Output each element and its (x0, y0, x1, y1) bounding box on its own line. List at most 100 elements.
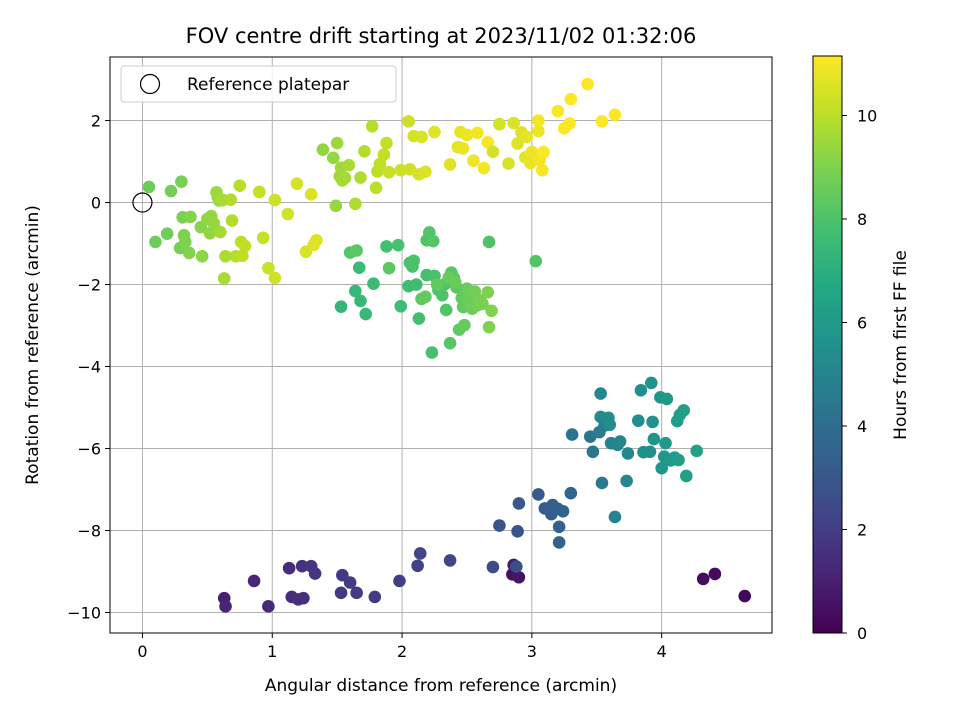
data-points (142, 77, 752, 613)
data-point (485, 304, 498, 318)
data-point (443, 158, 457, 171)
data-point (224, 193, 238, 206)
colorbar-ticks: 0 2 4 6 8 10 (842, 107, 877, 643)
data-point (359, 307, 373, 321)
data-point (367, 277, 380, 291)
data-point (520, 130, 533, 144)
data-point (565, 428, 579, 441)
data-point (297, 591, 310, 605)
data-point (620, 474, 633, 488)
y-tick-label: 0 (91, 194, 101, 213)
data-point (563, 117, 576, 130)
y-tick-label: −2 (77, 276, 101, 295)
data-point (486, 560, 500, 574)
data-point (316, 143, 330, 156)
x-tick-label: 1 (267, 642, 277, 661)
data-point (380, 136, 393, 150)
data-point (219, 600, 232, 613)
legend-marker (139, 73, 161, 95)
data-point (349, 284, 362, 298)
data-point (410, 278, 423, 291)
data-point (564, 92, 578, 106)
data-point (482, 320, 496, 334)
data-point (365, 119, 379, 133)
data-point (448, 276, 462, 289)
data-point (634, 384, 648, 397)
data-point (443, 336, 457, 350)
data-point (467, 154, 480, 168)
data-point (290, 177, 304, 190)
data-point (175, 175, 188, 188)
data-point (142, 180, 156, 194)
data-point (532, 124, 545, 138)
data-point (373, 157, 387, 171)
data-point (428, 125, 441, 139)
data-point (358, 144, 371, 158)
y-tick-label: −6 (77, 440, 101, 459)
data-point (525, 145, 539, 159)
data-point (680, 469, 693, 483)
data-point (412, 312, 426, 325)
y-axis-ticks: −10 −8 −6 −4 −2 0 2 (67, 112, 110, 623)
data-point (350, 244, 363, 257)
colorbar-gradient (812, 55, 843, 634)
data-point (419, 290, 432, 304)
data-point (486, 145, 500, 159)
data-point (207, 217, 221, 230)
data-point (377, 148, 391, 161)
data-point (268, 193, 282, 207)
data-point (655, 461, 668, 475)
data-point (532, 114, 545, 127)
data-point (350, 586, 363, 600)
data-point (214, 225, 227, 239)
data-point (476, 297, 489, 311)
data-point (672, 453, 685, 467)
data-point (660, 392, 674, 406)
data-point (256, 231, 270, 245)
data-point (690, 444, 704, 458)
data-point (330, 136, 344, 150)
reference-platepar-marker (132, 192, 153, 213)
data-point (677, 404, 691, 417)
data-point (481, 286, 495, 299)
x-axis-label: Angular distance from reference (arcmin) (265, 676, 617, 696)
legend: Reference platepar (120, 65, 397, 103)
data-point (238, 239, 252, 253)
data-point (252, 185, 266, 199)
data-point (430, 278, 444, 291)
data-point (342, 158, 356, 172)
colorbar-tick-label: 4 (857, 417, 867, 436)
colorbar-tick-label: 6 (857, 314, 867, 333)
data-point (262, 600, 275, 613)
data-point (178, 235, 192, 249)
data-point (493, 519, 506, 532)
grid-lines (110, 57, 772, 633)
data-point (295, 559, 309, 573)
colorbar-tick-label: 8 (857, 210, 867, 229)
data-point (268, 271, 282, 285)
y-axis-label: Rotation from reference (arcmin) (23, 205, 43, 485)
data-point (613, 435, 627, 448)
data-point (512, 497, 526, 510)
data-point (552, 520, 566, 534)
data-point (621, 447, 635, 460)
chart-title: FOV centre drift starting at 2023/11/02 … (186, 24, 697, 48)
data-point (595, 476, 609, 490)
data-point (551, 104, 565, 118)
data-point (439, 303, 453, 317)
data-point (184, 210, 197, 224)
data-point (509, 560, 523, 573)
data-point (426, 234, 440, 248)
x-tick-label: 0 (137, 642, 147, 661)
data-point (368, 590, 382, 604)
data-point (262, 261, 275, 275)
data-point (659, 436, 672, 450)
x-axis-ticks: 0 1 2 3 4 (137, 633, 667, 661)
data-point (308, 567, 322, 580)
data-point (354, 171, 367, 184)
data-point (552, 536, 566, 549)
data-point (738, 589, 752, 603)
y-tick-label: −10 (67, 604, 101, 623)
data-point (310, 233, 323, 247)
